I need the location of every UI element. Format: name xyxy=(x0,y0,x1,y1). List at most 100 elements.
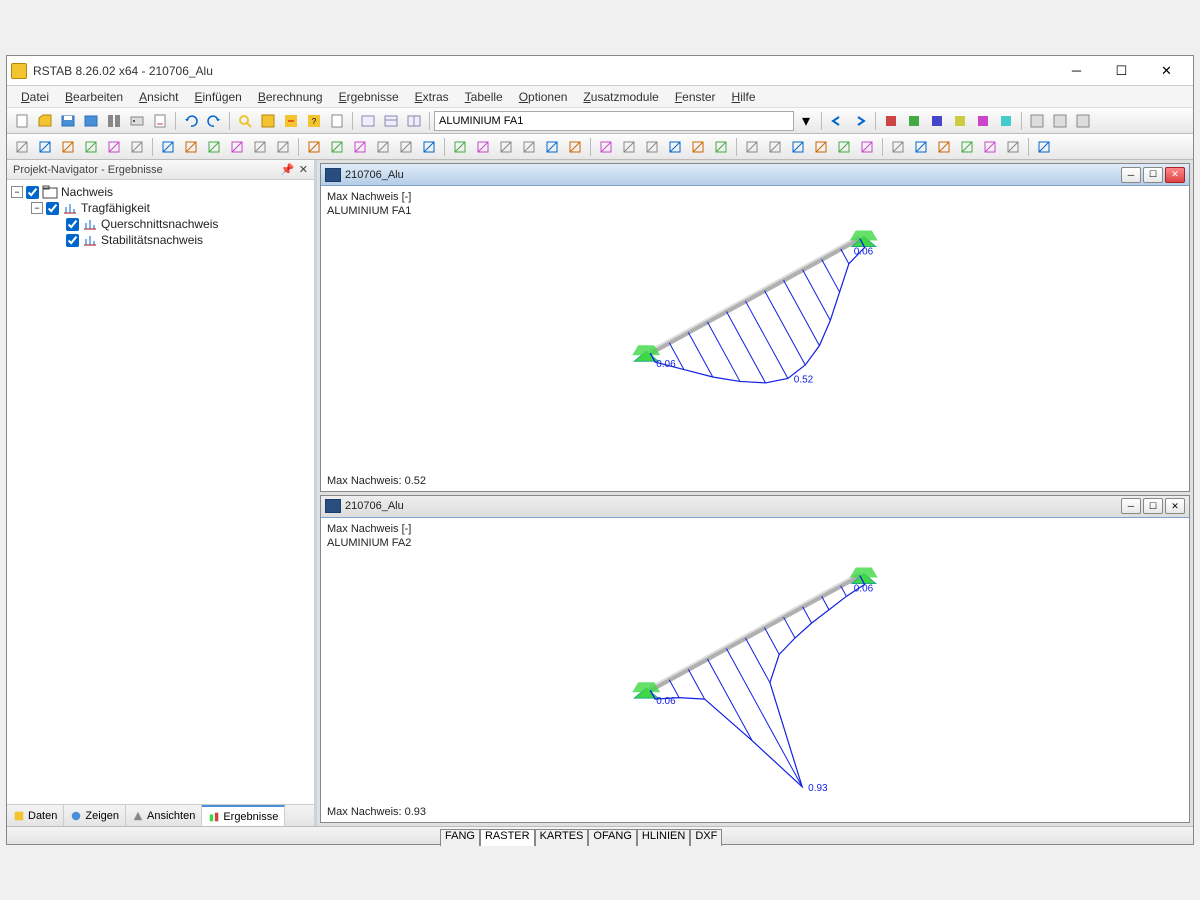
tree-toggle-icon[interactable]: − xyxy=(31,202,43,214)
status-tab-fang[interactable]: FANG xyxy=(440,829,480,846)
toolbar-button[interactable] xyxy=(710,136,732,158)
menu-einfügen[interactable]: Einfügen xyxy=(186,88,249,106)
toolbar-button[interactable] xyxy=(472,136,494,158)
tree-item[interactable]: Stabilitätsnachweis xyxy=(51,232,310,248)
toolbar-button[interactable] xyxy=(103,136,125,158)
close-button[interactable]: ✕ xyxy=(1144,57,1189,85)
toolbar-button[interactable] xyxy=(764,136,786,158)
toolbar-button[interactable] xyxy=(349,136,371,158)
toolbar-button[interactable] xyxy=(103,110,125,132)
viewport-close-button[interactable]: ✕ xyxy=(1165,167,1185,183)
toolbar-button[interactable] xyxy=(180,110,202,132)
toolbar-button[interactable] xyxy=(926,110,948,132)
toolbar-button[interactable] xyxy=(11,110,33,132)
tree-checkbox[interactable] xyxy=(46,202,59,215)
menu-hilfe[interactable]: Hilfe xyxy=(724,88,764,106)
toolbar-button[interactable] xyxy=(418,136,440,158)
toolbar-button[interactable] xyxy=(995,110,1017,132)
toolbar-button[interactable] xyxy=(826,110,848,132)
combo-dropdown-icon[interactable]: ▾ xyxy=(795,110,817,132)
toolbar-button[interactable] xyxy=(856,136,878,158)
toolbar-button[interactable] xyxy=(887,136,909,158)
toolbar-button[interactable] xyxy=(910,136,932,158)
toolbar-button[interactable] xyxy=(880,110,902,132)
toolbar-button[interactable] xyxy=(956,136,978,158)
viewport-titlebar[interactable]: 210706_Alu─☐✕ xyxy=(321,496,1189,518)
toolbar-button[interactable] xyxy=(949,110,971,132)
menu-optionen[interactable]: Optionen xyxy=(511,88,576,106)
toolbar-button[interactable] xyxy=(1026,110,1048,132)
menu-datei[interactable]: Datei xyxy=(13,88,57,106)
menu-berechnung[interactable]: Berechnung xyxy=(250,88,331,106)
viewport-titlebar[interactable]: 210706_Alu─☐✕ xyxy=(321,164,1189,186)
toolbar-button[interactable] xyxy=(972,110,994,132)
toolbar-button[interactable] xyxy=(1033,136,1055,158)
toolbar-button[interactable] xyxy=(903,110,925,132)
toolbar-button[interactable] xyxy=(518,136,540,158)
toolbar-button[interactable] xyxy=(641,136,663,158)
toolbar-button[interactable] xyxy=(979,136,1001,158)
menu-bearbeiten[interactable]: Bearbeiten xyxy=(57,88,131,106)
toolbar-button[interactable] xyxy=(687,136,709,158)
nav-tab-ergebnisse[interactable]: Ergebnisse xyxy=(202,805,285,826)
toolbar-button[interactable] xyxy=(203,136,225,158)
toolbar-button[interactable] xyxy=(541,136,563,158)
tree-checkbox[interactable] xyxy=(26,186,39,199)
status-tab-ofang[interactable]: OFANG xyxy=(588,829,637,846)
maximize-button[interactable]: ☐ xyxy=(1099,57,1144,85)
tree-checkbox[interactable] xyxy=(66,218,79,231)
viewport-close-button[interactable]: ✕ xyxy=(1165,498,1185,514)
toolbar-button[interactable] xyxy=(234,110,256,132)
toolbar-button[interactable] xyxy=(34,110,56,132)
toolbar-button[interactable] xyxy=(57,110,79,132)
toolbar-button[interactable] xyxy=(126,136,148,158)
toolbar-button[interactable] xyxy=(933,136,955,158)
toolbar-button[interactable] xyxy=(741,136,763,158)
toolbar-button[interactable] xyxy=(57,136,79,158)
toolbar-button[interactable] xyxy=(280,110,302,132)
viewport-minimize-button[interactable]: ─ xyxy=(1121,498,1141,514)
toolbar-button[interactable] xyxy=(180,136,202,158)
toolbar-button[interactable] xyxy=(1072,110,1094,132)
menu-ansicht[interactable]: Ansicht xyxy=(131,88,186,106)
pin-icon[interactable]: 📌 xyxy=(281,163,295,177)
viewport-minimize-button[interactable]: ─ xyxy=(1121,167,1141,183)
load-case-combo[interactable]: ALUMINIUM FA1 xyxy=(434,111,794,131)
toolbar-button[interactable] xyxy=(564,136,586,158)
toolbar-button[interactable] xyxy=(257,110,279,132)
tree-item[interactable]: − Tragfähigkeit xyxy=(31,200,310,216)
toolbar-button[interactable] xyxy=(1049,110,1071,132)
toolbar-button[interactable] xyxy=(787,136,809,158)
nav-tab-zeigen[interactable]: Zeigen xyxy=(64,805,126,826)
viewport-maximize-button[interactable]: ☐ xyxy=(1143,167,1163,183)
toolbar-button[interactable]: ? xyxy=(303,110,325,132)
status-tab-hlinien[interactable]: HLINIEN xyxy=(637,829,690,846)
menu-ergebnisse[interactable]: Ergebnisse xyxy=(331,88,407,106)
toolbar-button[interactable] xyxy=(80,110,102,132)
nav-tab-daten[interactable]: Daten xyxy=(7,805,64,826)
viewport-canvas[interactable]: Max Nachweis [-]ALUMINIUM FA2Max Nachwei… xyxy=(321,518,1189,823)
menu-zusatzmodule[interactable]: Zusatzmodule xyxy=(575,88,666,106)
toolbar-button[interactable] xyxy=(357,110,379,132)
toolbar-button[interactable] xyxy=(249,136,271,158)
tree-checkbox[interactable] xyxy=(66,234,79,247)
toolbar-button[interactable] xyxy=(618,136,640,158)
toolbar-button[interactable] xyxy=(126,110,148,132)
toolbar-button[interactable] xyxy=(664,136,686,158)
nav-tab-ansichten[interactable]: Ansichten xyxy=(126,805,202,826)
toolbar-button[interactable] xyxy=(226,136,248,158)
toolbar-button[interactable] xyxy=(395,136,417,158)
toolbar-button[interactable] xyxy=(372,136,394,158)
toolbar-button[interactable] xyxy=(203,110,225,132)
toolbar-button[interactable] xyxy=(595,136,617,158)
tree-item[interactable]: Querschnittsnachweis xyxy=(51,216,310,232)
toolbar-button[interactable] xyxy=(34,136,56,158)
menu-fenster[interactable]: Fenster xyxy=(667,88,724,106)
toolbar-button[interactable] xyxy=(849,110,871,132)
toolbar-button[interactable] xyxy=(833,136,855,158)
toolbar-button[interactable] xyxy=(149,110,171,132)
tree-root[interactable]: − Nachweis xyxy=(11,184,310,200)
toolbar-button[interactable] xyxy=(11,136,33,158)
toolbar-button[interactable] xyxy=(403,110,425,132)
menu-tabelle[interactable]: Tabelle xyxy=(457,88,511,106)
